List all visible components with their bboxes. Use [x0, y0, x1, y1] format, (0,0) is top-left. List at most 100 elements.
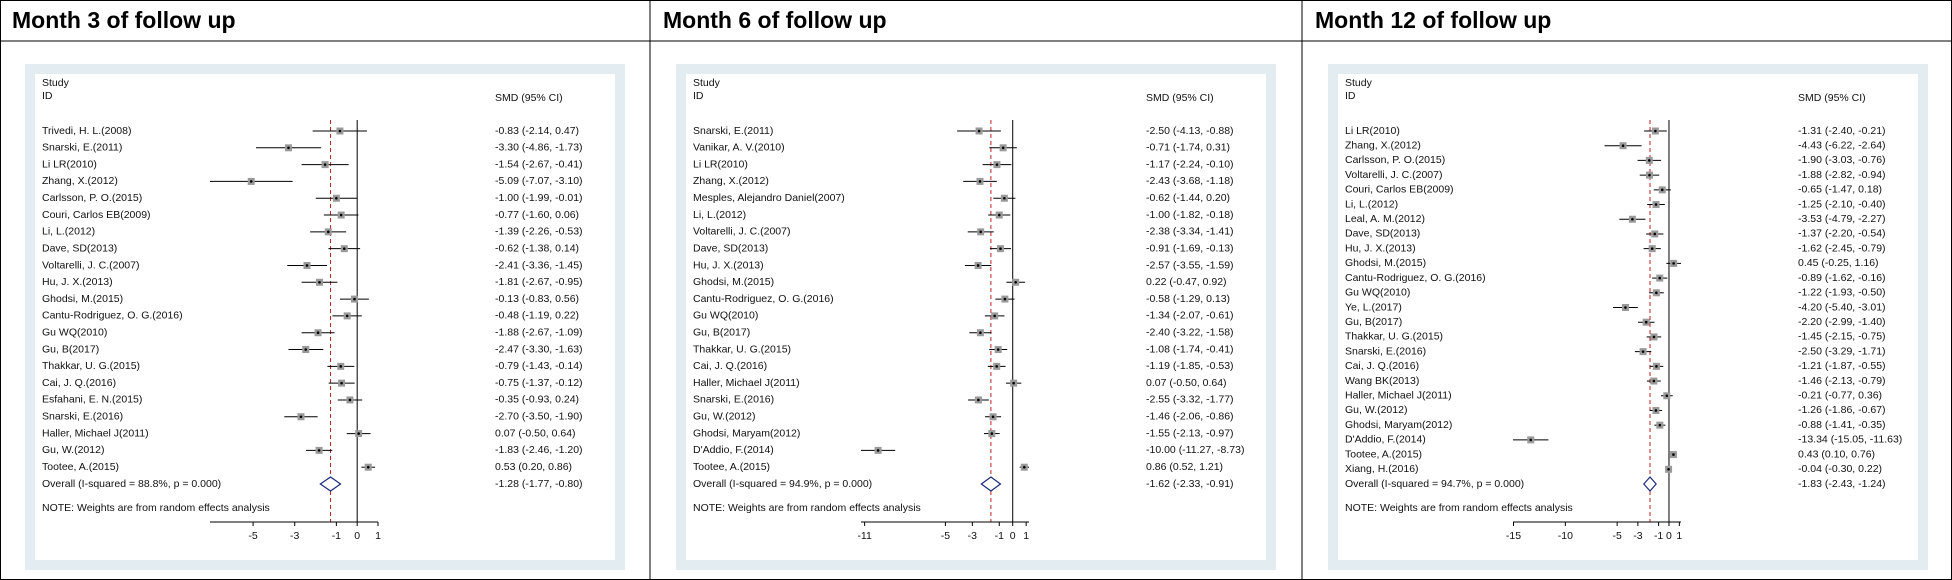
effect-label: -1.88 (-2.67, -1.09)	[495, 326, 583, 338]
x-tick-label: -15	[1506, 530, 1521, 542]
plot-area	[35, 74, 615, 560]
effect-point	[326, 230, 330, 234]
id-header: ID	[42, 90, 53, 102]
effect-label: 0.86 (0.52, 1.21)	[1146, 461, 1223, 473]
study-label: Li LR(2010)	[1345, 125, 1400, 137]
effect-label: 0.53 (0.20, 0.86)	[495, 461, 572, 473]
effect-point	[1012, 381, 1015, 385]
study-label: Xiang, H.(2016)	[1345, 463, 1419, 475]
note: NOTE: Weights are from random effects an…	[693, 502, 921, 514]
study-label: Snarski, E.(2011)	[693, 125, 773, 137]
effect-label: -1.21 (-1.87, -0.55)	[1798, 360, 1886, 372]
effect-point	[338, 129, 342, 133]
effect-label: -2.55 (-3.32, -1.77)	[1146, 394, 1234, 406]
study-label: D'Addio, F.(2014)	[693, 444, 774, 456]
study-label: Trivedi, H. L.(2008)	[42, 125, 131, 137]
study-label: Tootee, A.(2015)	[1345, 448, 1422, 460]
effect-label: -0.71 (-1.74, 0.31)	[1146, 142, 1230, 154]
study-label: Dave, SD(2013)	[1345, 228, 1420, 240]
overall-effect-label: -1.62 (-2.33, -0.91)	[1146, 478, 1234, 490]
panel-title: Month 12 of follow up	[1315, 7, 1551, 33]
effect-point	[1652, 379, 1656, 383]
study-label: Gu, W.(2012)	[693, 411, 755, 423]
study-label: Tootee, A.(2015)	[693, 461, 770, 473]
effect-point	[1667, 467, 1670, 471]
effect-point	[1658, 423, 1662, 427]
study-label: Li, L.(2012)	[42, 226, 95, 238]
effect-label: -13.34 (-15.05, -11.63)	[1798, 434, 1902, 446]
effect-label: -5.09 (-7.07, -3.10)	[495, 175, 583, 187]
study-label: Tootee, A.(2015)	[42, 461, 119, 473]
study-label: Voltarelli, J. C.(2007)	[693, 226, 790, 238]
effect-label: -0.58 (-1.29, 0.13)	[1146, 293, 1230, 305]
study-label: Gu, W.(2012)	[42, 444, 104, 456]
effect-point	[1641, 350, 1645, 353]
study-label: Cantu-Rodriguez, O. G.(2016)	[1345, 272, 1486, 284]
effect-point	[1650, 247, 1654, 250]
study-label: Gu WQ(2010)	[42, 326, 107, 338]
effect-point	[304, 348, 308, 351]
effect-label: -2.43 (-3.68, -1.18)	[1146, 175, 1234, 187]
x-tick-label: 0	[354, 530, 360, 542]
effect-point	[976, 264, 980, 267]
study-label: Carlsson, P. O.(2015)	[1345, 154, 1445, 166]
effect-point	[977, 398, 980, 402]
study-label: Snarski, E.(2016)	[1345, 345, 1426, 357]
effect-point	[1660, 188, 1664, 192]
effect-point	[999, 247, 1002, 250]
study-header: Study	[1345, 77, 1373, 89]
study-label: Thakkar, U. G.(2015)	[1345, 331, 1443, 343]
effect-point	[1652, 335, 1656, 339]
effect-point	[1621, 144, 1625, 148]
study-label: Esfahani, E. N.(2015)	[42, 394, 142, 406]
x-tick-label: -3	[1633, 530, 1642, 542]
study-label: Li LR(2010)	[42, 158, 97, 170]
effect-point	[1003, 196, 1006, 200]
study-label: Ghodsi, Maryam(2012)	[693, 427, 800, 439]
study-label: Snarski, E.(2016)	[42, 411, 123, 423]
effect-label: -2.41 (-3.36, -1.45)	[495, 259, 583, 271]
study-label: Snarski, E.(2011)	[42, 142, 122, 154]
effect-label: -2.40 (-3.22, -1.58)	[1146, 326, 1234, 338]
note: NOTE: Weights are from random effects an…	[1345, 502, 1573, 514]
effect-label: -1.19 (-1.85, -0.53)	[1146, 360, 1234, 372]
effect-point	[1014, 280, 1017, 284]
effect-label: -1.54 (-2.67, -0.41)	[495, 158, 583, 170]
effect-label: -1.26 (-1.86, -0.67)	[1798, 404, 1886, 416]
study-label: Dave, SD(2013)	[693, 242, 768, 254]
x-tick-label: -1	[1654, 530, 1663, 542]
study-label: Li LR(2010)	[693, 158, 748, 170]
effect-point	[996, 348, 1000, 351]
effect-label: -0.77 (-1.60, 0.06)	[495, 209, 579, 221]
study-label: D'Addio, F.(2014)	[1345, 434, 1426, 446]
effect-point	[991, 415, 995, 419]
study-label: Couri, Carlos EB(2009)	[1345, 184, 1454, 196]
x-tick-label: -3	[968, 530, 977, 542]
x-tick-label: -5	[941, 530, 950, 542]
study-label: Carlsson, P. O.(2015)	[42, 192, 142, 204]
effect-label: -3.53 (-4.79, -2.27)	[1798, 213, 1886, 225]
effect-point	[1003, 297, 1007, 301]
study-label: Ghodsi, Maryam(2012)	[1345, 419, 1452, 431]
overall-label: Overall (I-squared = 94.9%, p = 0.000)	[693, 478, 872, 490]
effect-point	[1022, 465, 1026, 469]
x-tick-label: 1	[375, 530, 381, 542]
effect-label: -0.62 (-1.38, 0.14)	[495, 242, 579, 254]
effect-point	[979, 230, 982, 234]
panel-title: Month 3 of follow up	[12, 7, 236, 33]
effect-header: SMD (95% CI)	[1146, 92, 1214, 104]
effect-point	[1655, 291, 1658, 295]
study-label: Ghodsi, M.(2015)	[42, 293, 123, 305]
study-label: Thakkar, U. G.(2015)	[42, 360, 140, 372]
study-header: Study	[42, 77, 70, 89]
effect-point	[1653, 232, 1657, 236]
plot-area	[686, 74, 1266, 560]
effect-point	[339, 365, 343, 368]
effect-label: -0.79 (-1.43, -0.14)	[495, 360, 583, 372]
effect-point	[299, 415, 303, 419]
study-label: Gu, B(2017)	[1345, 316, 1402, 328]
effect-label: -2.20 (-2.99, -1.40)	[1798, 316, 1886, 328]
effect-point	[305, 264, 309, 267]
